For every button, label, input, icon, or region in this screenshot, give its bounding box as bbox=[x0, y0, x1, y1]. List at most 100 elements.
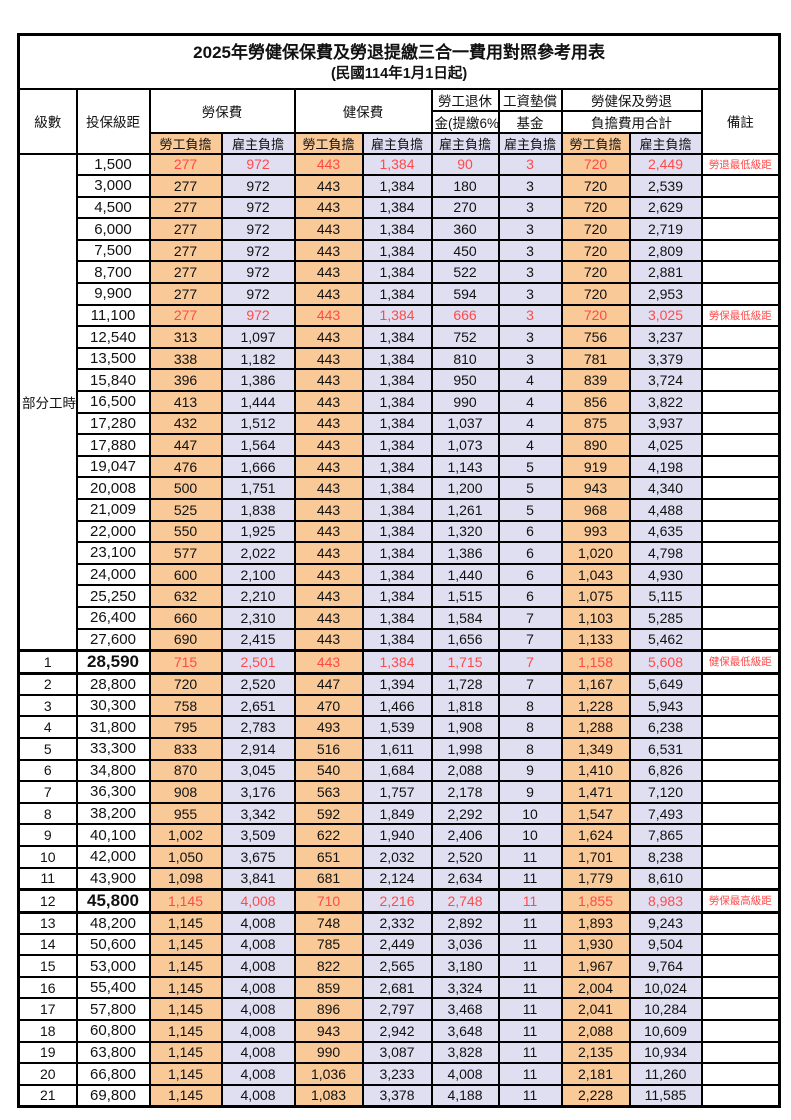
bracket-cell: 60,800 bbox=[75, 1019, 151, 1043]
value-cell: 396 bbox=[148, 368, 223, 393]
value-cell: 516 bbox=[293, 736, 364, 761]
value-cell: 993 bbox=[560, 519, 631, 544]
value-cell: 1,145 bbox=[148, 911, 223, 935]
value-cell: 1,515 bbox=[430, 584, 500, 608]
table-row: 6 34,800 870 3,045 540 1,684 2,088 9 1,410 6,826 bbox=[17, 758, 781, 783]
value-cell: 4,188 bbox=[430, 1083, 500, 1108]
value-cell: 2,520 bbox=[430, 844, 500, 869]
header-health-employer-share: 雇主負擔 bbox=[361, 131, 433, 155]
remark-cell bbox=[700, 238, 781, 263]
header-pension-line1: 勞工退休 bbox=[430, 87, 500, 112]
value-cell: 1,584 bbox=[430, 605, 500, 630]
value-cell: 810 bbox=[430, 346, 500, 371]
table-body: 部分工時 1,500 277 972 443 1,384 90 3 720 2,449 勞退最低級距… bbox=[17, 152, 781, 1108]
value-cell: 11 bbox=[497, 887, 563, 914]
table-row: 17,880 447 1,564 443 1,384 1,073 4 890 4,025 bbox=[19, 433, 781, 457]
remark-cell bbox=[700, 997, 781, 1022]
value-cell: 338 bbox=[148, 346, 223, 371]
table-row: 12 45,800 1,145 4,008 710 2,216 2,748 11 1,855 8,… bbox=[17, 887, 781, 914]
value-cell: 1,043 bbox=[560, 562, 631, 587]
value-cell: 10 bbox=[497, 823, 563, 847]
bracket-cell: 25,250 bbox=[75, 584, 151, 608]
value-cell: 1,779 bbox=[560, 866, 631, 891]
bracket-cell: 66,800 bbox=[75, 1062, 151, 1086]
header-wage-fund-employer-share: 雇主負擔 bbox=[497, 131, 563, 155]
remark-cell bbox=[700, 693, 781, 718]
value-cell: 1,925 bbox=[220, 519, 296, 544]
value-cell: 11,585 bbox=[628, 1083, 703, 1108]
value-cell: 443 bbox=[293, 217, 364, 241]
value-cell: 443 bbox=[293, 152, 364, 177]
value-cell: 2,135 bbox=[560, 1040, 631, 1065]
value-cell: 2,809 bbox=[628, 238, 703, 263]
table-row: 10 42,000 1,050 3,675 651 2,032 2,520 11 1,701 8,… bbox=[17, 844, 781, 869]
value-cell: 785 bbox=[293, 932, 364, 957]
bracket-cell: 17,880 bbox=[75, 433, 151, 457]
value-cell: 968 bbox=[560, 498, 631, 522]
bracket-cell: 38,200 bbox=[75, 801, 151, 826]
value-cell: 1,384 bbox=[361, 390, 433, 414]
table-row: 6,000 277 972 443 1,384 360 3 720 2,719 bbox=[19, 217, 781, 241]
value-cell: 720 bbox=[560, 174, 631, 198]
value-cell: 943 bbox=[560, 476, 631, 500]
remark-cell bbox=[700, 411, 781, 436]
value-cell: 600 bbox=[148, 562, 223, 587]
remark-cell bbox=[700, 519, 781, 544]
value-cell: 447 bbox=[293, 672, 364, 696]
value-cell: 3,509 bbox=[220, 823, 296, 847]
value-cell: 890 bbox=[560, 433, 631, 457]
value-cell: 2,651 bbox=[220, 693, 296, 718]
title-cell: 2025年勞健保保費及勞退提繳三合一費用對照參考用表 (民國114年1月1日起) bbox=[17, 33, 781, 90]
value-cell: 1,103 bbox=[560, 605, 631, 630]
bracket-cell: 28,800 bbox=[75, 672, 151, 696]
table-row: 22,000 550 1,925 443 1,384 1,320 6 993 4,635 bbox=[19, 519, 781, 544]
value-cell: 413 bbox=[148, 390, 223, 414]
value-cell: 360 bbox=[430, 217, 500, 241]
value-cell: 4,008 bbox=[220, 975, 296, 1000]
value-cell: 955 bbox=[148, 801, 223, 826]
value-cell: 6,238 bbox=[628, 715, 703, 739]
value-cell: 1,384 bbox=[361, 325, 433, 349]
value-cell: 943 bbox=[293, 1019, 364, 1043]
value-cell: 1,037 bbox=[430, 411, 500, 436]
value-cell: 4,008 bbox=[220, 1062, 296, 1086]
value-cell: 1,715 bbox=[430, 648, 500, 675]
value-cell: 2,783 bbox=[220, 715, 296, 739]
value-cell: 1,539 bbox=[361, 715, 433, 739]
value-cell: 1,386 bbox=[220, 368, 296, 393]
value-cell: 4 bbox=[497, 390, 563, 414]
bracket-cell: 53,000 bbox=[75, 954, 151, 978]
value-cell: 6 bbox=[497, 562, 563, 587]
value-cell: 720 bbox=[148, 672, 223, 696]
value-cell: 11 bbox=[497, 1040, 563, 1065]
value-cell: 6 bbox=[497, 519, 563, 544]
level-cell: 19 bbox=[17, 1040, 78, 1065]
table-row: 8,700 277 972 443 1,384 522 3 720 2,881 bbox=[19, 260, 781, 285]
level-cell: 18 bbox=[17, 1019, 78, 1043]
value-cell: 3 bbox=[497, 325, 563, 349]
value-cell: 4,340 bbox=[628, 476, 703, 500]
value-cell: 822 bbox=[293, 954, 364, 978]
value-cell: 443 bbox=[293, 346, 364, 371]
bracket-cell: 17,280 bbox=[75, 411, 151, 436]
header-labor-employer-share: 雇主負擔 bbox=[220, 131, 296, 155]
remark-cell bbox=[700, 954, 781, 978]
bracket-cell: 69,800 bbox=[75, 1083, 151, 1108]
bracket-cell: 45,800 bbox=[75, 887, 151, 914]
value-cell: 2,181 bbox=[560, 1062, 631, 1086]
value-cell: 1,075 bbox=[560, 584, 631, 608]
value-cell: 277 bbox=[148, 152, 223, 177]
value-cell: 1,384 bbox=[361, 174, 433, 198]
remark-cell bbox=[700, 217, 781, 241]
level-cell: 8 bbox=[17, 801, 78, 826]
value-cell: 1,384 bbox=[361, 454, 433, 479]
table-row: 13 48,200 1,145 4,008 748 2,332 2,892 11 1,893 9,… bbox=[17, 911, 781, 935]
value-cell: 443 bbox=[293, 325, 364, 349]
bracket-cell: 57,800 bbox=[75, 997, 151, 1022]
value-cell: 1,320 bbox=[430, 519, 500, 544]
value-cell: 2,100 bbox=[220, 562, 296, 587]
value-cell: 9 bbox=[497, 780, 563, 804]
value-cell: 3,087 bbox=[361, 1040, 433, 1065]
value-cell: 1,145 bbox=[148, 932, 223, 957]
value-cell: 2,332 bbox=[361, 911, 433, 935]
